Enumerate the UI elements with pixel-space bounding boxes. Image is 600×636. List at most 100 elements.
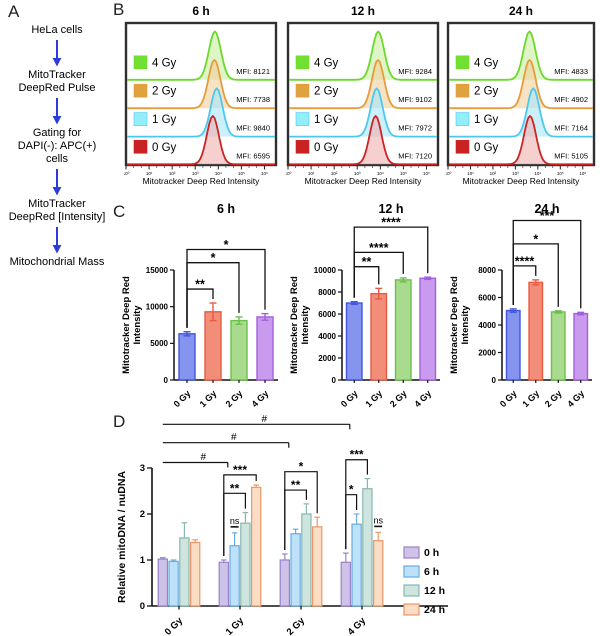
y-tick-label: 8000 [478, 266, 496, 275]
bar-6h-4gy [351, 523, 362, 607]
significance-label: **** [369, 241, 389, 255]
legend-label: 24 h [424, 604, 445, 616]
bar-6h-1gy [229, 545, 240, 607]
mfi-value: MFI: 5105 [554, 151, 588, 160]
y-tick-label: 2000 [478, 348, 496, 357]
histogram-fill [449, 31, 593, 80]
bar-1gy [370, 292, 388, 381]
histogram-fill [449, 59, 593, 109]
histogram-curve [289, 30, 437, 81]
panel-a-flowchart: HeLa cells MitoTracker DeepRed Pulse Gat… [2, 24, 112, 269]
y-tick-label: 6000 [478, 293, 496, 302]
histogram-curve [449, 30, 593, 81]
significance-bracket [284, 471, 318, 551]
bar-chart-12h: 12 h Mitotracker Deep Red Intensity 0 2000 40… [289, 202, 440, 409]
y-axis-label: Intensity [460, 305, 471, 345]
x-tick-label: 10² [169, 171, 176, 176]
category-label: 2 Gy [224, 388, 245, 409]
y-tick-label: 1 [140, 555, 146, 566]
bar-0h-2gy [279, 559, 290, 607]
legend-label: 12 h [424, 585, 445, 597]
x-tick-label: 10⁵ [557, 171, 564, 176]
legend-label: 2 Gy [314, 86, 339, 98]
down-arrow-icon [52, 168, 62, 196]
x-tick-label: 10³ [354, 171, 361, 176]
flow-step-hela-cells: HeLa cells [31, 24, 83, 36]
category-label: 2 Gy [285, 615, 308, 636]
x-tick-label: 10⁶ [579, 171, 586, 176]
significance-label: *** [233, 463, 247, 477]
legend-swatch [403, 565, 420, 578]
chart-title: 24 h [508, 4, 533, 18]
flow-step-mitotracker-pulse: MitoTracker DeepRed Pulse [18, 68, 96, 94]
mfi-value: MFI: 9102 [398, 95, 432, 104]
bar-12h-0gy [179, 537, 190, 607]
bar-chart-6h: 6 h Mitotracker Deep Red Intensity 0 5000 100… [121, 202, 278, 409]
category-label: 4 Gy [412, 388, 433, 409]
down-arrow-icon [52, 226, 62, 254]
y-tick-label: 6000 [318, 310, 336, 319]
histogram-card-6h: 6 h 4 Gy MFI: 8121 2 Gy MFI: 7738 1 Gy MFI: 9… [124, 4, 278, 186]
x-tick-label: 10⁴ [377, 171, 384, 176]
significance-bracket [223, 474, 257, 556]
plot-border [124, 21, 278, 167]
histogram-curve [449, 115, 594, 166]
histogram-curve [127, 30, 275, 81]
x-axis-label: Mitotracker Deep Red Intensity [462, 176, 580, 186]
legend-label: 2 Gy [152, 86, 177, 98]
mfi-value: MFI: 7164 [554, 124, 588, 133]
mfi-value: MFI: 9284 [398, 67, 432, 76]
bar-chart-24h: 24 h Mitotracker Deep Red Intensity 0 2000 40… [449, 202, 592, 409]
legend-label: 1 Gy [152, 114, 177, 126]
legend-swatch [455, 55, 470, 70]
histogram-curve [127, 59, 275, 110]
category-label: 4 Gy [346, 615, 369, 636]
y-axis-label: Mitotracker Deep Red [289, 276, 300, 374]
bar-24h-0gy [189, 541, 201, 607]
significance-label: ** [230, 481, 240, 495]
y-axis-label: Relative mitoDNA / nuDNA [116, 471, 128, 603]
category-label: 0 Gy [339, 388, 360, 409]
bar-1gy [204, 311, 222, 381]
category-label: 1 Gy [363, 388, 384, 409]
flow-step-gating: Gating for DAPI(-): APC(+) cells [17, 126, 97, 165]
legend-swatch [133, 112, 148, 126]
bar-0h-4gy [340, 561, 351, 607]
y-tick-label: 0 [332, 376, 337, 385]
category-label: 1 Gy [224, 615, 247, 636]
x-tick-label: 10¹ [308, 171, 315, 176]
y-axis-label: Intensity [132, 305, 143, 345]
legend-swatch [403, 603, 420, 616]
x-tick-label: 10⁵ [400, 171, 407, 176]
plot-border [286, 21, 440, 167]
histogram-curve [127, 87, 275, 138]
legend-swatch [403, 546, 420, 559]
bar-0h-1gy [218, 561, 229, 607]
x-tick-label: 10⁶ [261, 171, 268, 176]
histogram-card-24h: 24 h 4 Gy MFI: 4833 2 Gy MFI: 4902 1 Gy MFI: … [446, 4, 596, 186]
ns-label: ns [373, 515, 383, 525]
histogram-card-12h: 12 h 4 Gy MFI: 9284 2 Gy MFI: 9102 1 Gy MFI: … [286, 4, 440, 186]
hash-label: # [231, 432, 237, 443]
x-tick-label: 10¹ [146, 171, 153, 176]
legend-swatch [295, 139, 310, 154]
legend-label: 1 Gy [474, 114, 499, 126]
legend-label: 1 Gy [314, 114, 339, 126]
bar-24h-2gy [312, 526, 323, 607]
hash-label: # [201, 452, 207, 463]
significance-label: * [211, 251, 216, 265]
ns-label: ns [230, 516, 240, 526]
hash-label: # [262, 414, 268, 425]
bar-0gy [178, 333, 196, 381]
y-axis-label: Mitotracker Deep Red [449, 276, 460, 374]
legend-swatch [455, 83, 470, 98]
bar-1gy [528, 281, 544, 381]
y-tick-label: 10000 [314, 266, 337, 275]
y-tick-label: 0 [492, 376, 497, 385]
significance-label: ** [362, 255, 372, 269]
histogram-curve [289, 87, 437, 138]
bar-0h-0gy [157, 558, 169, 607]
category-label: 4 Gy [250, 388, 271, 409]
histogram-curve [289, 59, 437, 110]
y-tick-label: 0 [164, 376, 169, 385]
